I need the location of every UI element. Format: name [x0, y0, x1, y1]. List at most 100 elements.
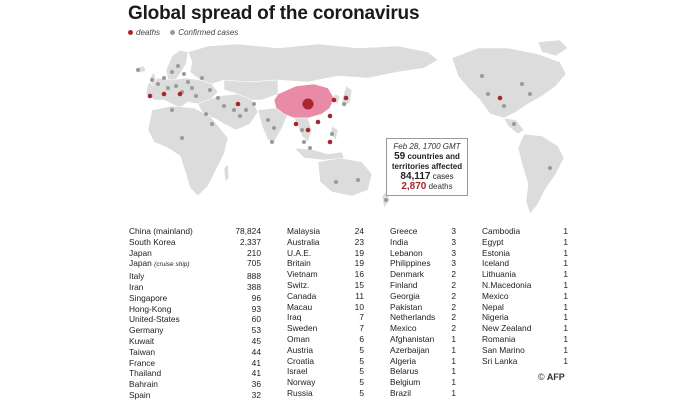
case-marker	[208, 88, 212, 92]
country-value: 705	[247, 258, 261, 269]
case-marker	[300, 128, 304, 132]
country-name: China (mainland)	[129, 226, 193, 236]
country-name: Iran	[129, 281, 144, 292]
confirmed-case-markers	[136, 64, 552, 202]
country-name: Georgia	[390, 290, 420, 301]
case-marker	[512, 122, 516, 126]
land-indonesia	[293, 147, 345, 161]
case-marker	[174, 84, 178, 88]
country-name: Switz.	[287, 279, 310, 290]
country-value: 7	[359, 312, 364, 323]
country-value: 1	[563, 279, 568, 290]
case-marker	[548, 166, 552, 170]
case-marker	[486, 92, 490, 96]
case-marker	[136, 68, 140, 72]
country-value: 1	[563, 269, 568, 280]
country-value: 24	[354, 226, 364, 236]
country-value: 1	[563, 226, 568, 236]
table-row: Finland 2	[390, 280, 456, 291]
table-row: France 41	[129, 358, 261, 369]
country-value: 5	[359, 344, 364, 355]
country-name: United-States	[129, 314, 180, 325]
death-marker	[235, 101, 241, 107]
country-name: Finland	[390, 279, 418, 290]
country-name: Philippines	[390, 258, 431, 269]
country-value: 1	[451, 355, 456, 366]
table-row: Nepal 1	[482, 302, 568, 313]
case-marker	[232, 108, 236, 112]
country-value: 19	[354, 258, 364, 269]
case-marker	[272, 126, 276, 130]
country-name: Romania	[482, 333, 516, 344]
country-value: 78,824	[235, 226, 261, 236]
country-name: Germany	[129, 325, 164, 336]
table-column-1: China (mainland) 78,824 South Korea 2,337 …	[129, 226, 261, 401]
country-name: Canada	[287, 290, 317, 301]
country-name: Norway	[287, 377, 316, 388]
deaths-dot-icon	[128, 30, 133, 35]
cases-text: cases	[432, 172, 454, 181]
country-name: Bahrain	[129, 379, 158, 390]
table-row: Greece 3	[390, 226, 456, 237]
case-marker	[302, 140, 306, 144]
country-value: 96	[251, 292, 261, 303]
case-marker	[166, 86, 170, 90]
case-marker	[162, 76, 166, 80]
table-row: Belarus 1	[390, 366, 456, 377]
table-row: Germany 53	[129, 325, 261, 336]
country-name: Oman	[287, 333, 310, 344]
table-row: Estonia 1	[482, 248, 568, 259]
table-column-3: Greece 3 India 3 Lebanon 3 Philippines 3 Den…	[390, 226, 456, 399]
land-central-asia	[223, 79, 279, 101]
country-name: Singapore	[129, 292, 168, 303]
country-name: Thailand	[129, 368, 162, 379]
table-row: Japan 210	[129, 248, 261, 259]
case-marker	[186, 80, 190, 84]
country-value: 3	[451, 258, 456, 269]
table-row: Israel 5	[287, 366, 364, 377]
country-value: 5	[359, 366, 364, 377]
country-name: Croatia	[287, 355, 314, 366]
country-value: 15	[354, 279, 364, 290]
case-marker	[150, 78, 154, 82]
country-value: 2	[451, 279, 456, 290]
country-name: Belarus	[390, 366, 419, 377]
country-name: Kuwait	[129, 335, 155, 346]
death-marker	[147, 93, 153, 99]
table-row: Oman 6	[287, 334, 364, 345]
table-row: Japan (cruise ship) 705	[129, 258, 261, 271]
death-marker	[161, 91, 167, 97]
table-row: India 3	[390, 237, 456, 248]
country-value: 41	[251, 357, 261, 368]
country-value: 19	[354, 247, 364, 258]
country-value: 5	[359, 377, 364, 388]
country-value: 36	[251, 379, 261, 390]
country-name: Sri Lanka	[482, 355, 518, 366]
country-value: 1	[563, 355, 568, 366]
case-marker	[222, 104, 226, 108]
country-name: France	[129, 357, 156, 368]
china-death-marker	[302, 98, 314, 110]
table-row: Netherlands 2	[390, 312, 456, 323]
summary-cases: 84,117 cases	[387, 172, 467, 182]
country-name: Greece	[390, 226, 418, 236]
country-name: Netherlands	[390, 312, 436, 323]
country-value: 1	[451, 366, 456, 377]
country-value: 888	[247, 271, 261, 282]
cases-dot-icon	[170, 30, 176, 35]
case-marker	[520, 82, 524, 86]
case-marker	[182, 72, 186, 76]
land-greenland	[537, 39, 569, 57]
table-row: Azerbaijan 1	[390, 345, 456, 356]
copyright-icon: ©	[538, 372, 545, 382]
country-name: Estonia	[482, 247, 510, 258]
country-value: 1	[563, 344, 568, 355]
land-south-america	[517, 133, 565, 215]
table-row: South Korea 2,337	[129, 237, 261, 248]
death-marker	[343, 95, 349, 101]
table-row: Afghanistan 1	[390, 334, 456, 345]
country-value: 1	[563, 301, 568, 312]
country-value: 3	[451, 247, 456, 258]
table-row: Iraq 7	[287, 312, 364, 323]
country-name: Lebanon	[390, 247, 423, 258]
